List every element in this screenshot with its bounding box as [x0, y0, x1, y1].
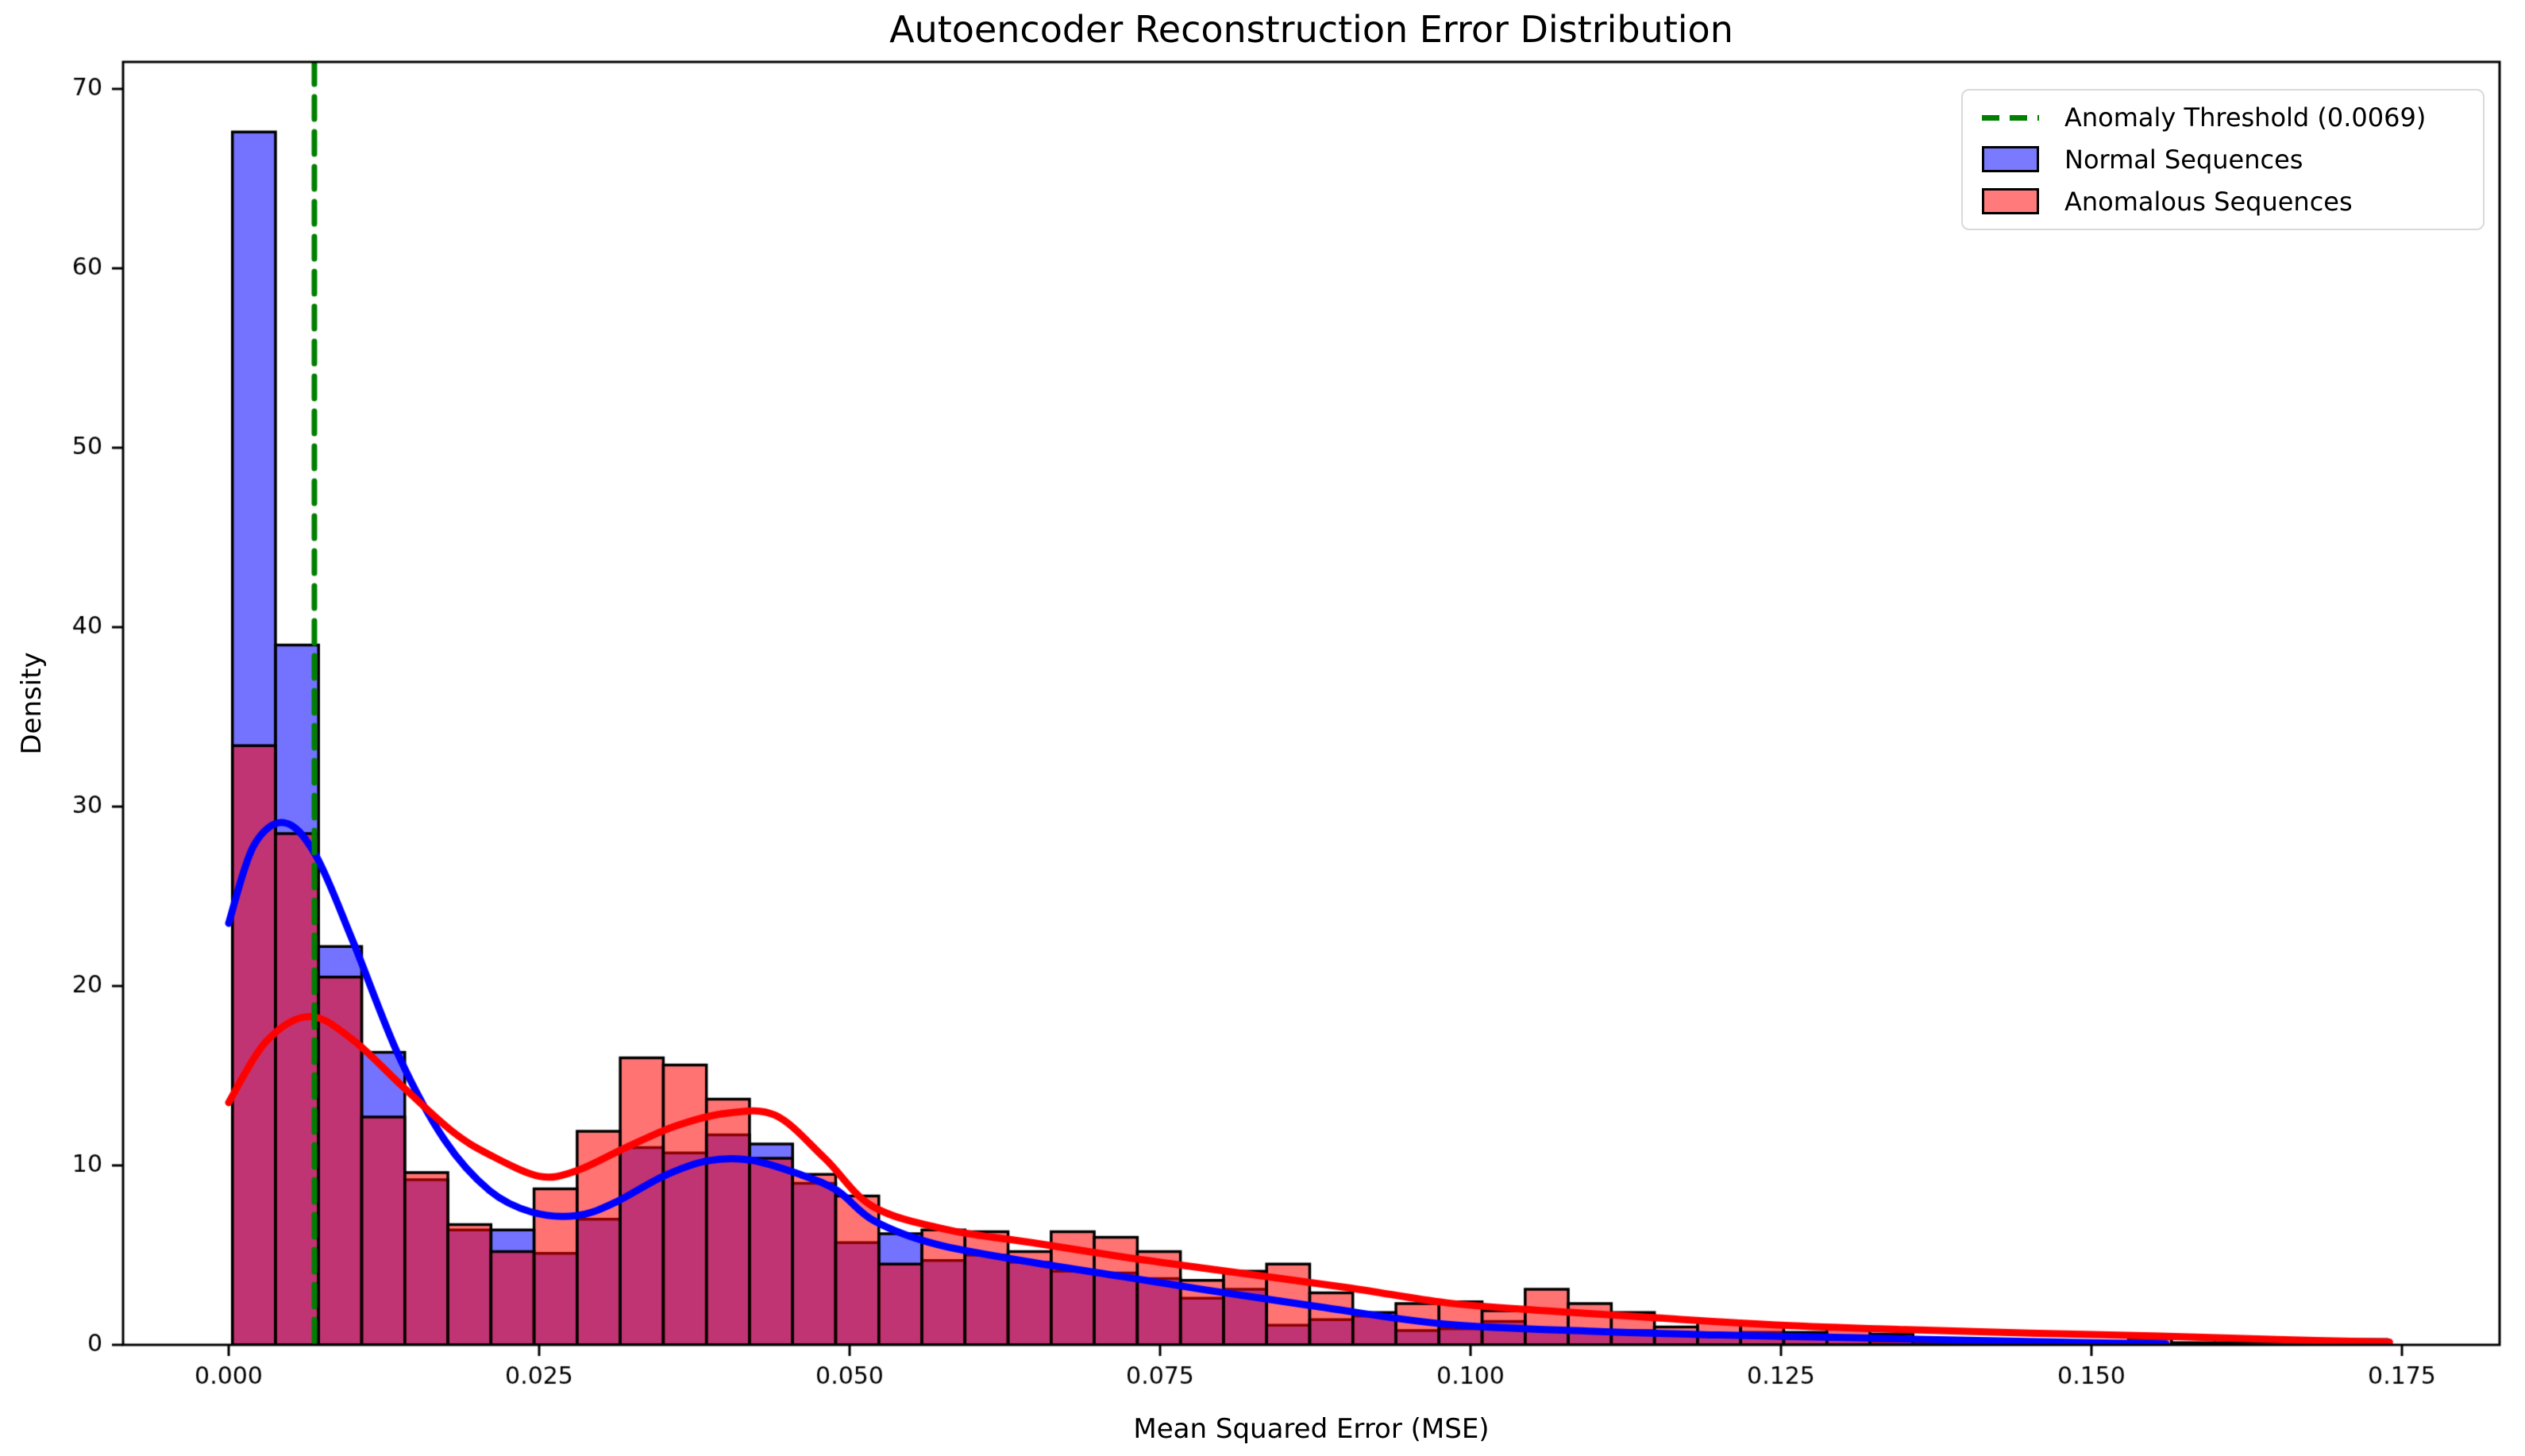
- anomalous-patch-icon: [1982, 188, 2039, 215]
- legend-item-threshold: Anomaly Threshold (0.0069): [1982, 97, 2475, 138]
- legend: Anomaly Threshold (0.0069) Normal Sequen…: [1961, 89, 2485, 230]
- legend-label: Normal Sequences: [2064, 144, 2303, 175]
- y-axis-label: Density: [16, 652, 48, 755]
- legend-item-normal: Normal Sequences: [1982, 139, 2475, 180]
- legend-label: Anomaly Threshold (0.0069): [2064, 102, 2427, 133]
- legend-label: Anomalous Sequences: [2064, 186, 2353, 217]
- legend-item-anomalous: Anomalous Sequences: [1982, 181, 2475, 222]
- threshold-dashed-line-icon: [1982, 114, 2039, 121]
- normal-patch-icon: [1982, 146, 2039, 173]
- x-axis-label: Mean Squared Error (MSE): [1133, 1413, 1490, 1445]
